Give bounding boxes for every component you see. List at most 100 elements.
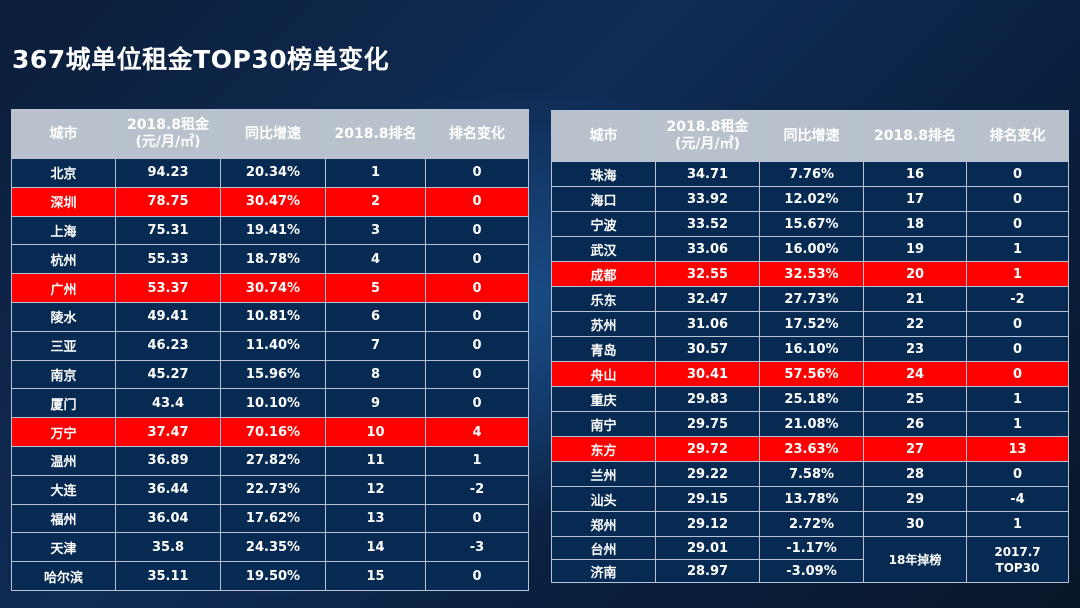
- cell-city: 大连: [11, 474, 116, 505]
- cell-change: 0: [425, 503, 529, 534]
- table-row: 万宁 37.47 70.16% 10 4: [11, 417, 529, 447]
- cell-city: 宁波: [551, 211, 656, 237]
- cell-yoy: 16.10%: [759, 336, 864, 362]
- cell-yoy: 21.08%: [759, 411, 864, 437]
- cell-yoy: 10.10%: [220, 388, 326, 419]
- cell-rank: 8: [325, 359, 426, 390]
- table-row: 东方 29.72 23.63% 27 13: [551, 436, 1069, 462]
- cell-yoy: 23.63%: [759, 436, 864, 462]
- cell-rent: 37.47: [115, 417, 221, 447]
- cell-rank: 20: [863, 261, 967, 287]
- cell-change: -2: [966, 286, 1069, 312]
- cell-rent: 78.75: [115, 186, 221, 217]
- cell-change: 0: [966, 186, 1069, 212]
- header-rent-line1: 2018.8租金: [126, 117, 210, 133]
- cell-city: 厦门: [11, 388, 116, 419]
- cell-change: 0: [966, 161, 1069, 187]
- cell-city: 珠海: [551, 161, 656, 187]
- table-row: 郑州 29.12 2.72% 30 1: [551, 511, 1069, 537]
- cell-rank: 25: [863, 386, 967, 412]
- cell-rank: 27: [863, 436, 967, 462]
- table-row: 三亚 46.23 11.40% 7 0: [11, 330, 529, 361]
- cell-rent: 45.27: [115, 359, 221, 390]
- cell-city: 东方: [551, 436, 656, 462]
- cell-rent: 75.31: [115, 215, 221, 246]
- cell-rent: 35.11: [115, 561, 221, 591]
- header-rent-line2: (元/月/㎡): [674, 136, 741, 152]
- cell-rent: 30.41: [655, 361, 760, 387]
- cell-rent: 29.83: [655, 386, 760, 412]
- table-row: 南宁 29.75 21.08% 26 1: [551, 411, 1069, 437]
- cell-rent: 33.06: [655, 236, 760, 262]
- cell-dropped-top30: 2017.7 TOP30: [966, 536, 1069, 583]
- cell-change: 0: [966, 311, 1069, 337]
- cell-rent: 33.52: [655, 211, 760, 237]
- cell-yoy: 17.62%: [220, 503, 326, 534]
- cell-rent: 53.37: [115, 273, 221, 303]
- cell-yoy: 7.76%: [759, 161, 864, 187]
- cell-rent: 43.4: [115, 388, 221, 419]
- cell-yoy: 24.35%: [220, 532, 326, 563]
- cell-change: -2: [425, 474, 529, 505]
- cell-change: 0: [425, 388, 529, 419]
- header-change: 排名变化: [966, 110, 1069, 162]
- cell-yoy: 27.73%: [759, 286, 864, 312]
- cell-yoy: -1.17%: [759, 536, 864, 560]
- dropped-note-line1: 2017.7: [994, 544, 1041, 559]
- cell-city: 杭州: [11, 244, 116, 275]
- cell-rank: 17: [863, 186, 967, 212]
- table-row: 武汉 33.06 16.00% 19 1: [551, 236, 1069, 262]
- cell-rank: 15: [325, 561, 426, 591]
- rent-table-left: 城市 2018.8租金 (元/月/㎡) 同比增速 2018.8排名 排名变化 北…: [11, 109, 529, 591]
- cell-yoy: 32.53%: [759, 261, 864, 287]
- cell-rank: 22: [863, 311, 967, 337]
- cell-yoy: 7.58%: [759, 461, 864, 487]
- cell-rank: 14: [325, 532, 426, 563]
- cell-city: 南京: [11, 359, 116, 390]
- table-row: 深圳 78.75 30.47% 2 0: [11, 186, 529, 217]
- cell-change: 1: [966, 386, 1069, 412]
- cell-yoy: 30.74%: [220, 273, 326, 303]
- cell-rent: 29.15: [655, 486, 760, 512]
- cell-city: 广州: [11, 273, 116, 303]
- cell-rank: 4: [325, 244, 426, 275]
- cell-yoy: 19.41%: [220, 215, 326, 246]
- table-row: 汕头 29.15 13.78% 29 -4: [551, 486, 1069, 512]
- cell-change: 0: [966, 361, 1069, 387]
- cell-rank: 11: [325, 445, 426, 476]
- header-rank: 2018.8排名: [863, 110, 967, 162]
- table-row: 珠海 34.71 7.76% 16 0: [551, 161, 1069, 187]
- cell-change: 0: [425, 561, 529, 591]
- cell-yoy: 70.16%: [220, 417, 326, 447]
- cell-change: 0: [966, 336, 1069, 362]
- cell-change: 0: [425, 330, 529, 361]
- table-row: 重庆 29.83 25.18% 25 1: [551, 386, 1069, 412]
- table-row: 大连 36.44 22.73% 12 -2: [11, 474, 529, 505]
- cell-rent: 36.44: [115, 474, 221, 505]
- cell-change: 13: [966, 436, 1069, 462]
- cell-change: 1: [966, 236, 1069, 262]
- cell-rank: 29: [863, 486, 967, 512]
- cell-yoy: 12.02%: [759, 186, 864, 212]
- header-rank: 2018.8排名: [325, 109, 426, 159]
- cell-yoy: 30.47%: [220, 186, 326, 217]
- cell-city: 济南: [551, 559, 656, 583]
- rent-table-right: 城市 2018.8租金 (元/月/㎡) 同比增速 2018.8排名 排名变化 珠…: [551, 110, 1069, 583]
- table-row: 北京 94.23 20.34% 1 0: [11, 158, 529, 188]
- cell-yoy: 15.96%: [220, 359, 326, 390]
- cell-rent: 28.97: [655, 559, 760, 583]
- table-row: 广州 53.37 30.74% 5 0: [11, 273, 529, 303]
- cell-rank: 19: [863, 236, 967, 262]
- header-rent: 2018.8租金 (元/月/㎡): [115, 109, 221, 159]
- cell-rent: 31.06: [655, 311, 760, 337]
- cell-city: 乐东: [551, 286, 656, 312]
- table-row: 杭州 55.33 18.78% 4 0: [11, 244, 529, 275]
- cell-change: 0: [425, 244, 529, 275]
- table-row: 兰州 29.22 7.58% 28 0: [551, 461, 1069, 487]
- cell-city: 海口: [551, 186, 656, 212]
- cell-rank: 9: [325, 388, 426, 419]
- header-change: 排名变化: [425, 109, 529, 159]
- cell-change: 1: [966, 261, 1069, 287]
- cell-rank: 16: [863, 161, 967, 187]
- cell-city: 青岛: [551, 336, 656, 362]
